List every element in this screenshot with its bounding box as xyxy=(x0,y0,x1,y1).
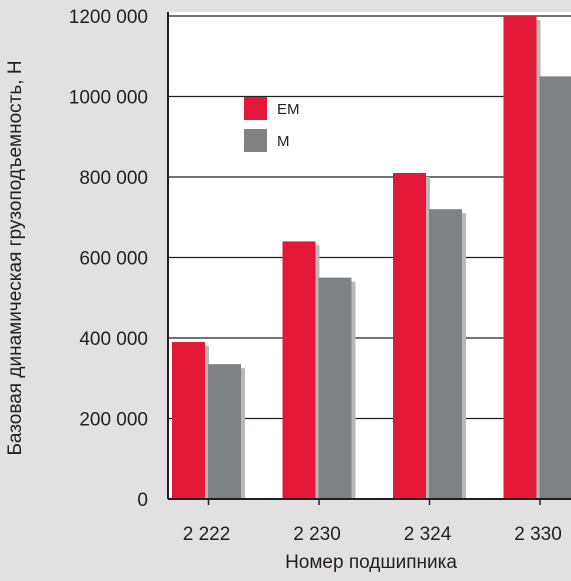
x-tick-label: 2 324 xyxy=(404,524,452,545)
x-tick-labels: 2 222 2 230 2 324 2 330 xyxy=(183,499,562,545)
y-tick-labels: 0 200 000 400 000 600 000 800 000 1000 000 120… xyxy=(69,7,148,511)
legend-swatch-em xyxy=(244,97,267,120)
x-axis-label: Номер подшипника xyxy=(285,552,457,573)
legend-swatch-m xyxy=(244,129,267,152)
legend-label-em: EM xyxy=(277,101,300,118)
legend-label-m: M xyxy=(277,133,290,150)
bar-em xyxy=(172,342,205,499)
y-tick-label: 200 000 xyxy=(79,410,148,431)
y-tick-label: 0 xyxy=(137,490,148,511)
bar-m xyxy=(540,76,571,499)
x-tick-label: 2 230 xyxy=(293,524,341,545)
y-tick-label: 1000 000 xyxy=(69,88,148,109)
bar-m xyxy=(429,209,462,499)
bar-m xyxy=(208,364,241,499)
bar-em xyxy=(504,16,537,499)
x-tick-label: 2 330 xyxy=(514,524,562,545)
bar-em xyxy=(393,173,426,499)
bar-em xyxy=(283,241,316,499)
y-axis-label: Базовая динамическая грузоподъемность, Н xyxy=(5,60,26,455)
bar-m xyxy=(319,278,352,499)
y-tick-label: 800 000 xyxy=(79,168,148,189)
x-tick-label: 2 222 xyxy=(183,524,231,545)
y-tick-label: 1200 000 xyxy=(69,7,148,28)
y-tick-label: 400 000 xyxy=(79,329,148,350)
y-tick-label: 600 000 xyxy=(79,249,148,270)
